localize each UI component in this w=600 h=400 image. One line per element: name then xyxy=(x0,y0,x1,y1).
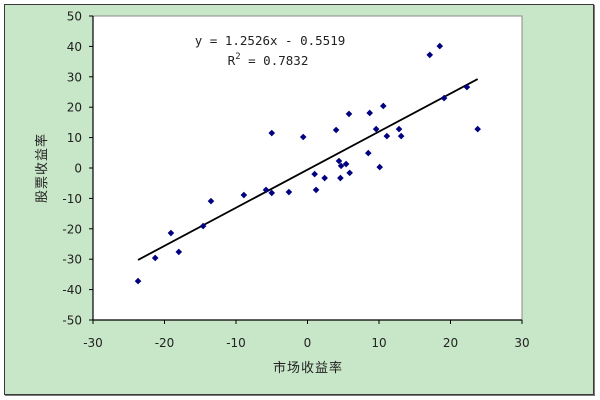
data-point-marker xyxy=(335,157,343,165)
plot-area xyxy=(92,15,523,321)
y-axis-title: 股票收益率 xyxy=(34,133,50,203)
data-points xyxy=(134,42,481,285)
data-point-marker xyxy=(299,133,307,141)
data-point-marker xyxy=(376,163,384,171)
data-point-marker xyxy=(364,149,372,157)
y-tick-label: 30 xyxy=(67,70,82,84)
data-point-marker xyxy=(426,51,434,59)
data-point-marker xyxy=(379,102,387,110)
x-axis-title: 市场收益率 xyxy=(273,360,343,376)
data-point-marker xyxy=(207,197,215,205)
y-tick-label: -50 xyxy=(62,314,82,328)
data-point-marker xyxy=(397,132,405,140)
data-point-marker xyxy=(311,170,318,178)
data-point-marker xyxy=(262,186,270,194)
y-tick-label: 10 xyxy=(67,131,82,145)
y-tick-label: -10 xyxy=(62,192,82,206)
x-tick-label: 0 xyxy=(304,336,312,350)
data-point-marker xyxy=(383,132,391,140)
data-point-marker xyxy=(167,229,175,237)
trendline-line xyxy=(137,78,479,261)
data-point-marker xyxy=(240,191,248,199)
x-tick-label: 20 xyxy=(443,336,458,350)
data-point-marker xyxy=(312,186,320,194)
data-point-marker xyxy=(395,125,403,133)
data-point-marker xyxy=(337,174,344,182)
x-tick-label: -20 xyxy=(155,336,175,350)
data-point-marker xyxy=(134,277,142,285)
data-point-marker xyxy=(199,222,207,230)
data-point-marker xyxy=(440,94,448,102)
x-tick-label: 10 xyxy=(371,336,386,350)
trendline xyxy=(137,78,479,261)
trendline-equation: y = 1.2526x - 0.5519 xyxy=(195,33,346,48)
y-tick-label: -30 xyxy=(62,253,82,267)
x-axis-ticks: -30 -20 -10 0 10 20 30 xyxy=(83,320,530,350)
y-axis-ticks: 50 40 30 20 10 0 -10 -20 -30 -40 -50 xyxy=(62,10,93,328)
data-point-marker xyxy=(372,125,380,133)
x-tick-label: -10 xyxy=(226,336,246,350)
data-point-marker xyxy=(463,83,471,91)
y-tick-label: 20 xyxy=(67,101,82,115)
y-tick-label: -20 xyxy=(62,222,82,236)
x-tick-label: -30 xyxy=(83,336,103,350)
data-point-marker xyxy=(321,174,328,182)
data-point-marker xyxy=(436,42,444,50)
data-point-marker xyxy=(268,129,276,137)
y-tick-label: 40 xyxy=(67,40,82,54)
data-point-marker xyxy=(175,248,183,256)
data-point-marker xyxy=(345,110,353,118)
y-tick-label: 0 xyxy=(74,162,82,176)
data-point-marker xyxy=(346,169,353,177)
r-squared-label: R2 = 0.7832 xyxy=(228,52,309,68)
data-point-marker xyxy=(151,254,159,262)
data-point-marker xyxy=(332,126,340,134)
data-point-marker xyxy=(285,188,293,196)
data-point-marker xyxy=(474,125,481,133)
data-point-marker xyxy=(268,189,276,197)
data-point-marker xyxy=(366,109,374,117)
y-tick-label: -40 xyxy=(62,283,82,297)
data-point-marker xyxy=(337,162,345,170)
x-tick-label: 30 xyxy=(514,336,529,350)
y-tick-label: 50 xyxy=(67,10,82,24)
data-point-marker xyxy=(342,160,350,168)
